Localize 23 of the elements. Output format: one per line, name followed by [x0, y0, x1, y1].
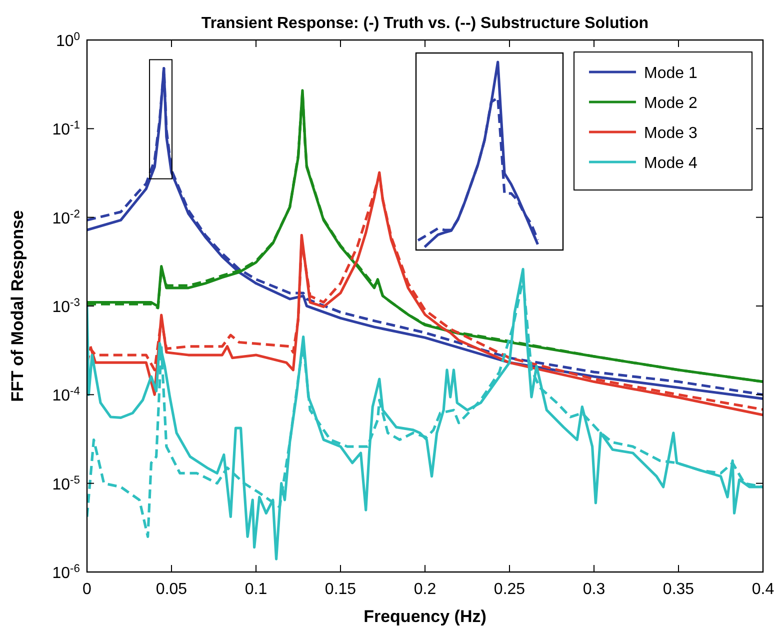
- legend-label: Mode 4: [644, 155, 698, 172]
- y-tick-label: 10$^{-6}$: [52, 563, 80, 582]
- y-tick-label: 10$^{0}$: [56, 31, 80, 50]
- y-tick-label: 10$^{-3}$: [52, 297, 80, 316]
- legend-label: Mode 3: [644, 125, 698, 142]
- y-tick-label: 10$^{-1}$: [52, 120, 80, 139]
- legend-label: Mode 1: [644, 65, 698, 82]
- legend-label: Mode 2: [644, 95, 698, 112]
- x-tick-label: 0.25: [494, 581, 526, 598]
- x-tick-label: 0.4: [752, 581, 774, 598]
- x-tick-label: 0.3: [582, 581, 606, 598]
- chart-title: Transient Response: (-) Truth vs. (--) Substructure Solution: [201, 15, 649, 32]
- y-tick-label: 10$^{-5}$: [52, 474, 80, 494]
- x-tick-label: 0.35: [662, 581, 694, 598]
- x-tick-label: 0.1: [244, 581, 268, 598]
- x-tick-label: 0.05: [156, 581, 188, 598]
- x-tick-label: 0.15: [324, 581, 356, 598]
- x-axis-title: Frequency (Hz): [364, 607, 486, 626]
- x-tick-label: 0.2: [414, 581, 436, 598]
- x-tick-label: 0: [82, 581, 92, 598]
- y-tick-label: 10$^{-2}$: [52, 208, 80, 228]
- y-axis-title: FFT of Modal Response: [8, 210, 27, 402]
- y-tick-label: 10$^{-4}$: [52, 386, 80, 405]
